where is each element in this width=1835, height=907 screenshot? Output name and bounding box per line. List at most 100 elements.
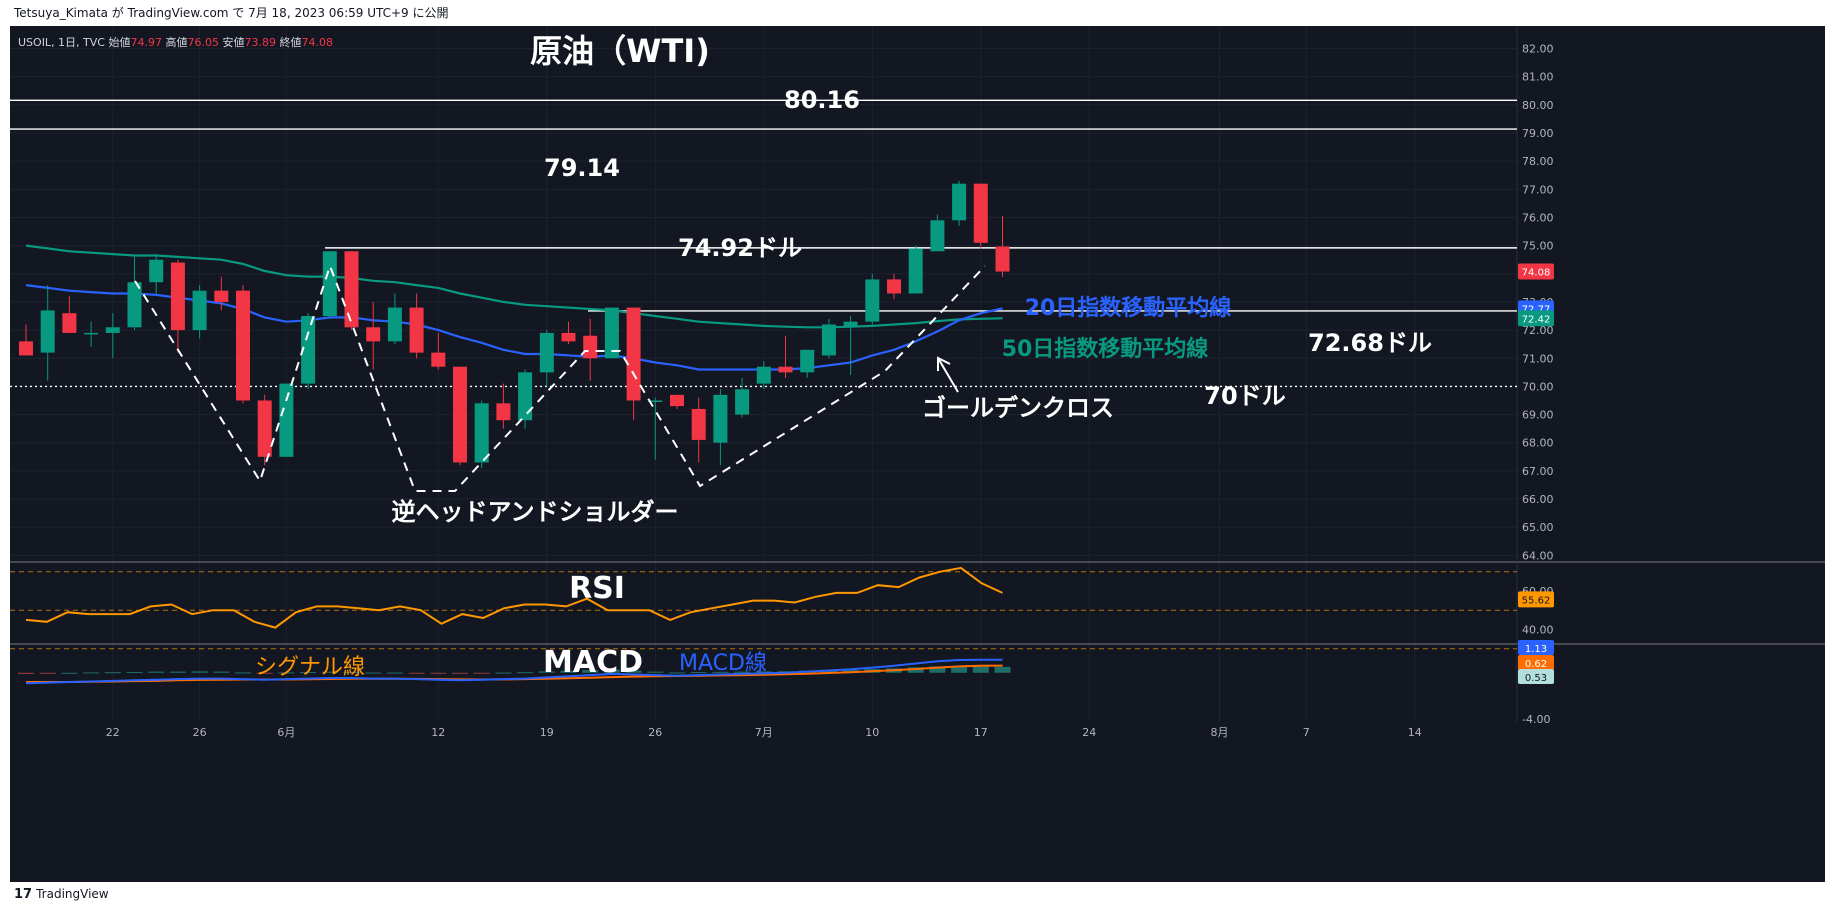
- candle-body: [40, 310, 55, 353]
- legend-low: 73.89: [244, 36, 276, 49]
- candle-body: [648, 400, 663, 402]
- price-badge: [1518, 310, 1554, 327]
- price-tick: 64.00: [1522, 549, 1554, 562]
- macd-badge: [1518, 669, 1554, 684]
- macd-hist-bar: [473, 672, 490, 674]
- brand-name: TradingView: [36, 887, 109, 901]
- ema20-label: 20日指数移動平均線: [1025, 295, 1232, 321]
- macd-hist-bar: [256, 672, 273, 674]
- time-tick: 22: [106, 726, 120, 739]
- price-tick: 68.00: [1522, 437, 1554, 450]
- macd-hist-bar: [321, 671, 338, 673]
- time-tick: 14: [1408, 726, 1422, 739]
- ema50-line: [25, 244, 1003, 329]
- macd-badge-label: 0.62: [1525, 659, 1547, 670]
- candle-body: [800, 349, 815, 373]
- candle-body: [84, 332, 99, 335]
- rsi-tick: 40.00: [1522, 624, 1554, 637]
- candle-body: [518, 372, 533, 421]
- macd-hist-bar: [907, 667, 924, 673]
- candle-body: [973, 183, 988, 243]
- candle-body: [105, 327, 120, 333]
- macd-hist-bar: [452, 672, 468, 674]
- macd-hist-bar: [83, 672, 100, 674]
- candle-body: [756, 366, 771, 384]
- price-tick: 81.00: [1522, 71, 1554, 84]
- price-tick: 70.00: [1522, 380, 1554, 393]
- macd-hist-bar: [647, 671, 664, 673]
- candle-body: [952, 183, 967, 221]
- legend-close-label: 終値: [279, 36, 302, 49]
- price-tick: 80.00: [1522, 99, 1554, 112]
- price-badge-label: 72.42: [1522, 314, 1551, 325]
- macd-hist-bar: [495, 672, 512, 674]
- macd-hist-bar: [734, 671, 751, 673]
- macd-hist-bar: [343, 671, 360, 673]
- price-tick: 66.00: [1522, 493, 1554, 506]
- candle-body: [214, 290, 229, 302]
- candle-body: [453, 366, 467, 463]
- macd-hist-bar: [994, 666, 1011, 673]
- chart-svg[interactable]: 82.00 81.00 80.00 79.00 78.00 77.00 76.00 75.00…: [10, 26, 1825, 882]
- publish-info: Tetsuya_Kimata が TradingView.com で 7月 18…: [14, 6, 449, 20]
- macd-hist-bar: [235, 672, 251, 674]
- macd-hist-bar: [582, 670, 599, 673]
- candle-body: [257, 400, 272, 457]
- candle-body: [821, 324, 836, 356]
- ema20-line: [25, 284, 1003, 371]
- legend-high-label: 高値: [165, 36, 188, 49]
- candle-body: [713, 394, 728, 443]
- time-tick: 17: [974, 726, 988, 739]
- macd-hist-bar: [951, 666, 968, 673]
- price-badge-label: 72.77: [1522, 304, 1551, 315]
- candle-body: [409, 307, 424, 353]
- legend-close: 74.08: [301, 36, 333, 49]
- candle-body: [279, 383, 294, 457]
- candle-body: [691, 408, 706, 440]
- candle-body: [670, 394, 684, 407]
- macd-hist-bar: [18, 672, 34, 674]
- signal-label: シグナル線: [255, 655, 365, 680]
- legend-open-label: 始値: [108, 36, 131, 49]
- candle-body: [431, 352, 446, 367]
- candle-body: [561, 332, 576, 342]
- candle-body: [843, 321, 858, 328]
- tv-logo-icon: 𝟭𝟳: [14, 887, 33, 902]
- macd-label: MACD線: [679, 651, 767, 676]
- publish-header: Tetsuya_Kimata が TradingView.com で 7月 18…: [0, 0, 1835, 26]
- macd-badge: [1518, 640, 1554, 655]
- macd-hist-bar: [191, 671, 208, 673]
- macd-hist-bar: [365, 672, 382, 674]
- time-tick: 12: [431, 726, 445, 739]
- candle-body: [626, 307, 641, 401]
- level-label: 72.68ドル: [1308, 329, 1432, 357]
- price-tick: 67.00: [1522, 465, 1554, 478]
- macd-hist-bar: [712, 671, 729, 673]
- level-label: 74.92ドル: [678, 234, 802, 262]
- macd-hist-bar: [669, 672, 685, 674]
- candle-body: [583, 335, 598, 359]
- macd-hist-bar: [972, 666, 989, 673]
- candle-body: [127, 282, 142, 328]
- rsi-line: [25, 566, 1003, 629]
- macd-tick: -4.00: [1522, 713, 1550, 726]
- macd-hist-bar: [625, 670, 642, 673]
- macd-hist-bar: [39, 672, 56, 674]
- price-tick: 77.00: [1522, 183, 1554, 196]
- time-tick: 26: [648, 726, 662, 739]
- level-label: 79.14: [544, 154, 620, 182]
- legend-high: 76.05: [187, 36, 219, 49]
- time-tick: 19: [540, 726, 554, 739]
- candle-body: [539, 332, 554, 373]
- tradingview-logo[interactable]: 𝟭𝟳 TradingView: [14, 882, 109, 907]
- time-tick: 7: [1303, 726, 1310, 739]
- price-tick: 69.00: [1522, 409, 1554, 422]
- candle-body: [387, 307, 402, 342]
- macd-hist-bar: [408, 672, 425, 674]
- legend-low-label: 安値: [222, 36, 245, 49]
- macd-hist-bar: [126, 671, 143, 673]
- rsi-badge: [1518, 591, 1554, 608]
- chart-area[interactable]: USOIL, 1日, TVC 始値74.97 高値76.05 安値73.89 終…: [10, 26, 1825, 882]
- candle-body: [778, 366, 793, 373]
- macd-hist-bar: [560, 670, 577, 673]
